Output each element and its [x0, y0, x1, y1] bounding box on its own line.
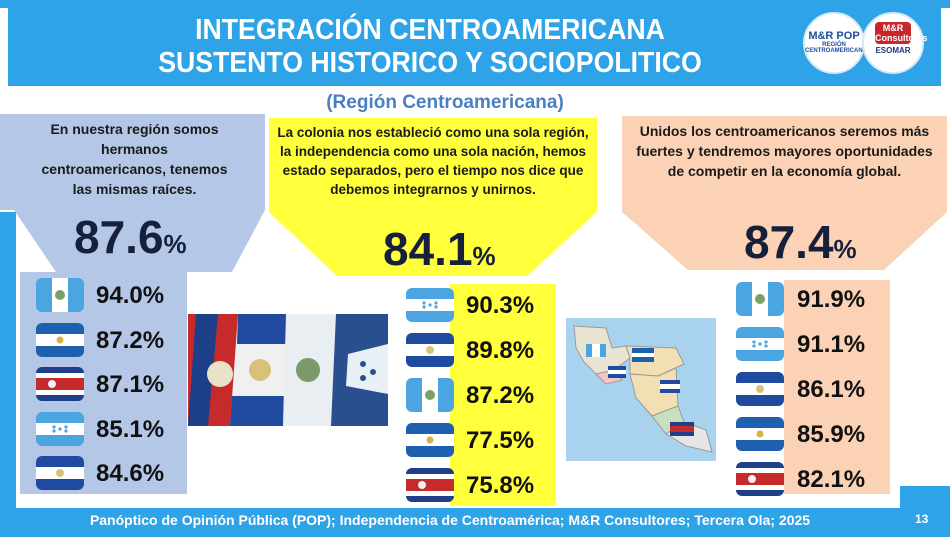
esomar-text: ESOMAR	[875, 46, 911, 55]
honduras-flag	[736, 327, 784, 361]
flag-row: 87.2%	[36, 319, 186, 361]
total-unit-1: %	[163, 229, 187, 259]
footer-source: Panóptico de Opinión Pública (POP); Inde…	[89, 512, 811, 528]
row-value: 86.1%	[797, 376, 866, 403]
statement-1: En nuestra región somos hermanos centroa…	[0, 114, 265, 210]
page-subtitle: (Región Centroamericana)	[326, 92, 564, 113]
flag-icon	[736, 417, 784, 451]
flag-row: 85.1%	[36, 408, 186, 450]
flag-icon	[36, 411, 84, 446]
guatemala-flag	[736, 282, 784, 316]
central-america-map-image	[566, 318, 716, 461]
honduras-flag	[36, 411, 84, 446]
row-value: 75.8%	[466, 472, 535, 499]
costa-rica-flag	[406, 468, 454, 502]
row-value: 90.3%	[466, 292, 535, 319]
el-salvador-flag	[36, 456, 84, 490]
total-percent-3: 87.4%	[744, 215, 857, 269]
callout-shape-3	[622, 212, 947, 270]
total-value-3: 87.4	[744, 216, 834, 268]
flag-icon	[736, 372, 784, 406]
flag-row: 94.0%	[36, 274, 186, 316]
flag-icon	[36, 367, 84, 401]
flag-row: 91.1%	[736, 323, 886, 365]
column-bg-2	[450, 284, 556, 506]
row-value: 84.6%	[96, 460, 165, 487]
callout-shape-2	[269, 212, 597, 276]
pop-logo: M&R POP REGIÓN CENTROAMERICANA	[803, 12, 867, 74]
row-value: 85.9%	[797, 421, 866, 448]
guatemala-flag	[36, 278, 84, 312]
total-unit-2: %	[472, 241, 496, 271]
callout-shape-1	[14, 210, 265, 272]
flag-icon	[406, 423, 454, 457]
flag-icon	[406, 378, 454, 412]
pop-logo-subtext: REGIÓN CENTROAMERICANA	[805, 42, 867, 54]
costa-rica-flag	[36, 367, 84, 401]
header-banner	[8, 8, 941, 86]
total-unit-3: %	[833, 234, 857, 264]
flags-photo-image	[188, 314, 388, 426]
flag-icon	[36, 322, 84, 357]
row-value: 91.1%	[797, 331, 866, 358]
flag-row: 86.1%	[736, 368, 886, 410]
title-line-1: INTEGRACIÓN CENTROAMERICANA	[195, 14, 665, 46]
flag-row: 75.8%	[406, 464, 556, 506]
flag-icon	[736, 327, 784, 361]
guatemala-flag	[406, 378, 454, 412]
flag-row: 89.8%	[406, 329, 556, 371]
total-value-1: 87.6	[74, 211, 164, 263]
column-bg-3	[784, 280, 890, 494]
left-accent-bar	[0, 212, 16, 508]
right-accent-block	[900, 486, 950, 508]
flag-row: 77.5%	[406, 419, 556, 461]
row-value: 87.2%	[466, 382, 535, 409]
flag-icon	[736, 462, 784, 496]
flag-row: 82.1%	[736, 458, 886, 500]
footer-bar	[0, 508, 950, 537]
nicaragua-flag	[406, 423, 454, 457]
flag-row: 85.9%	[736, 413, 886, 455]
nicaragua-flag	[36, 322, 84, 357]
flag-icon	[736, 282, 784, 316]
mr-consultores-logo: M&R Consultores ESOMAR	[862, 12, 928, 74]
flag-icon	[406, 288, 454, 322]
row-value: 85.1%	[96, 415, 165, 443]
row-value: 89.8%	[466, 337, 535, 364]
flag-icon	[36, 278, 84, 312]
flag-row: 91.9%	[736, 278, 886, 320]
row-value: 87.2%	[96, 326, 165, 354]
row-value: 94.0%	[96, 282, 165, 309]
row-value: 87.1%	[96, 371, 165, 398]
total-percent-2: 84.1%	[383, 222, 496, 276]
pop-logo-text: M&R POP	[808, 30, 860, 42]
title-line-2: SUSTENTO HISTORICO Y SOCIOPOLITICO	[158, 47, 702, 79]
honduras-flag	[406, 288, 454, 322]
row-value: 91.9%	[797, 286, 866, 313]
total-value-2: 84.1	[383, 223, 473, 275]
row-value: 77.5%	[466, 427, 535, 454]
el-salvador-flag	[736, 372, 784, 406]
flag-row: 87.1%	[36, 363, 186, 405]
flag-icon	[406, 468, 454, 502]
statement-3: Unidos los centroamericanos seremos más …	[622, 116, 947, 212]
el-salvador-flag	[406, 333, 454, 367]
row-value: 82.1%	[797, 466, 866, 493]
top-bar	[0, 0, 950, 8]
costa-rica-flag	[736, 462, 784, 496]
page-number: 13	[915, 512, 929, 526]
flag-icon	[406, 333, 454, 367]
total-percent-1: 87.6%	[74, 210, 187, 264]
page-title: INTEGRACIÓN CENTROAMERICANA SUSTENTO HIS…	[126, 14, 733, 80]
mr-badge: M&R Consultores	[875, 22, 928, 44]
flag-row: 84.6%	[36, 452, 186, 494]
flag-row: 90.3%	[406, 284, 556, 326]
flag-row: 87.2%	[406, 374, 556, 416]
flag-icon	[36, 456, 84, 490]
nicaragua-flag	[736, 417, 784, 451]
statement-2: La colonia nos estableció como una sola …	[269, 118, 597, 212]
